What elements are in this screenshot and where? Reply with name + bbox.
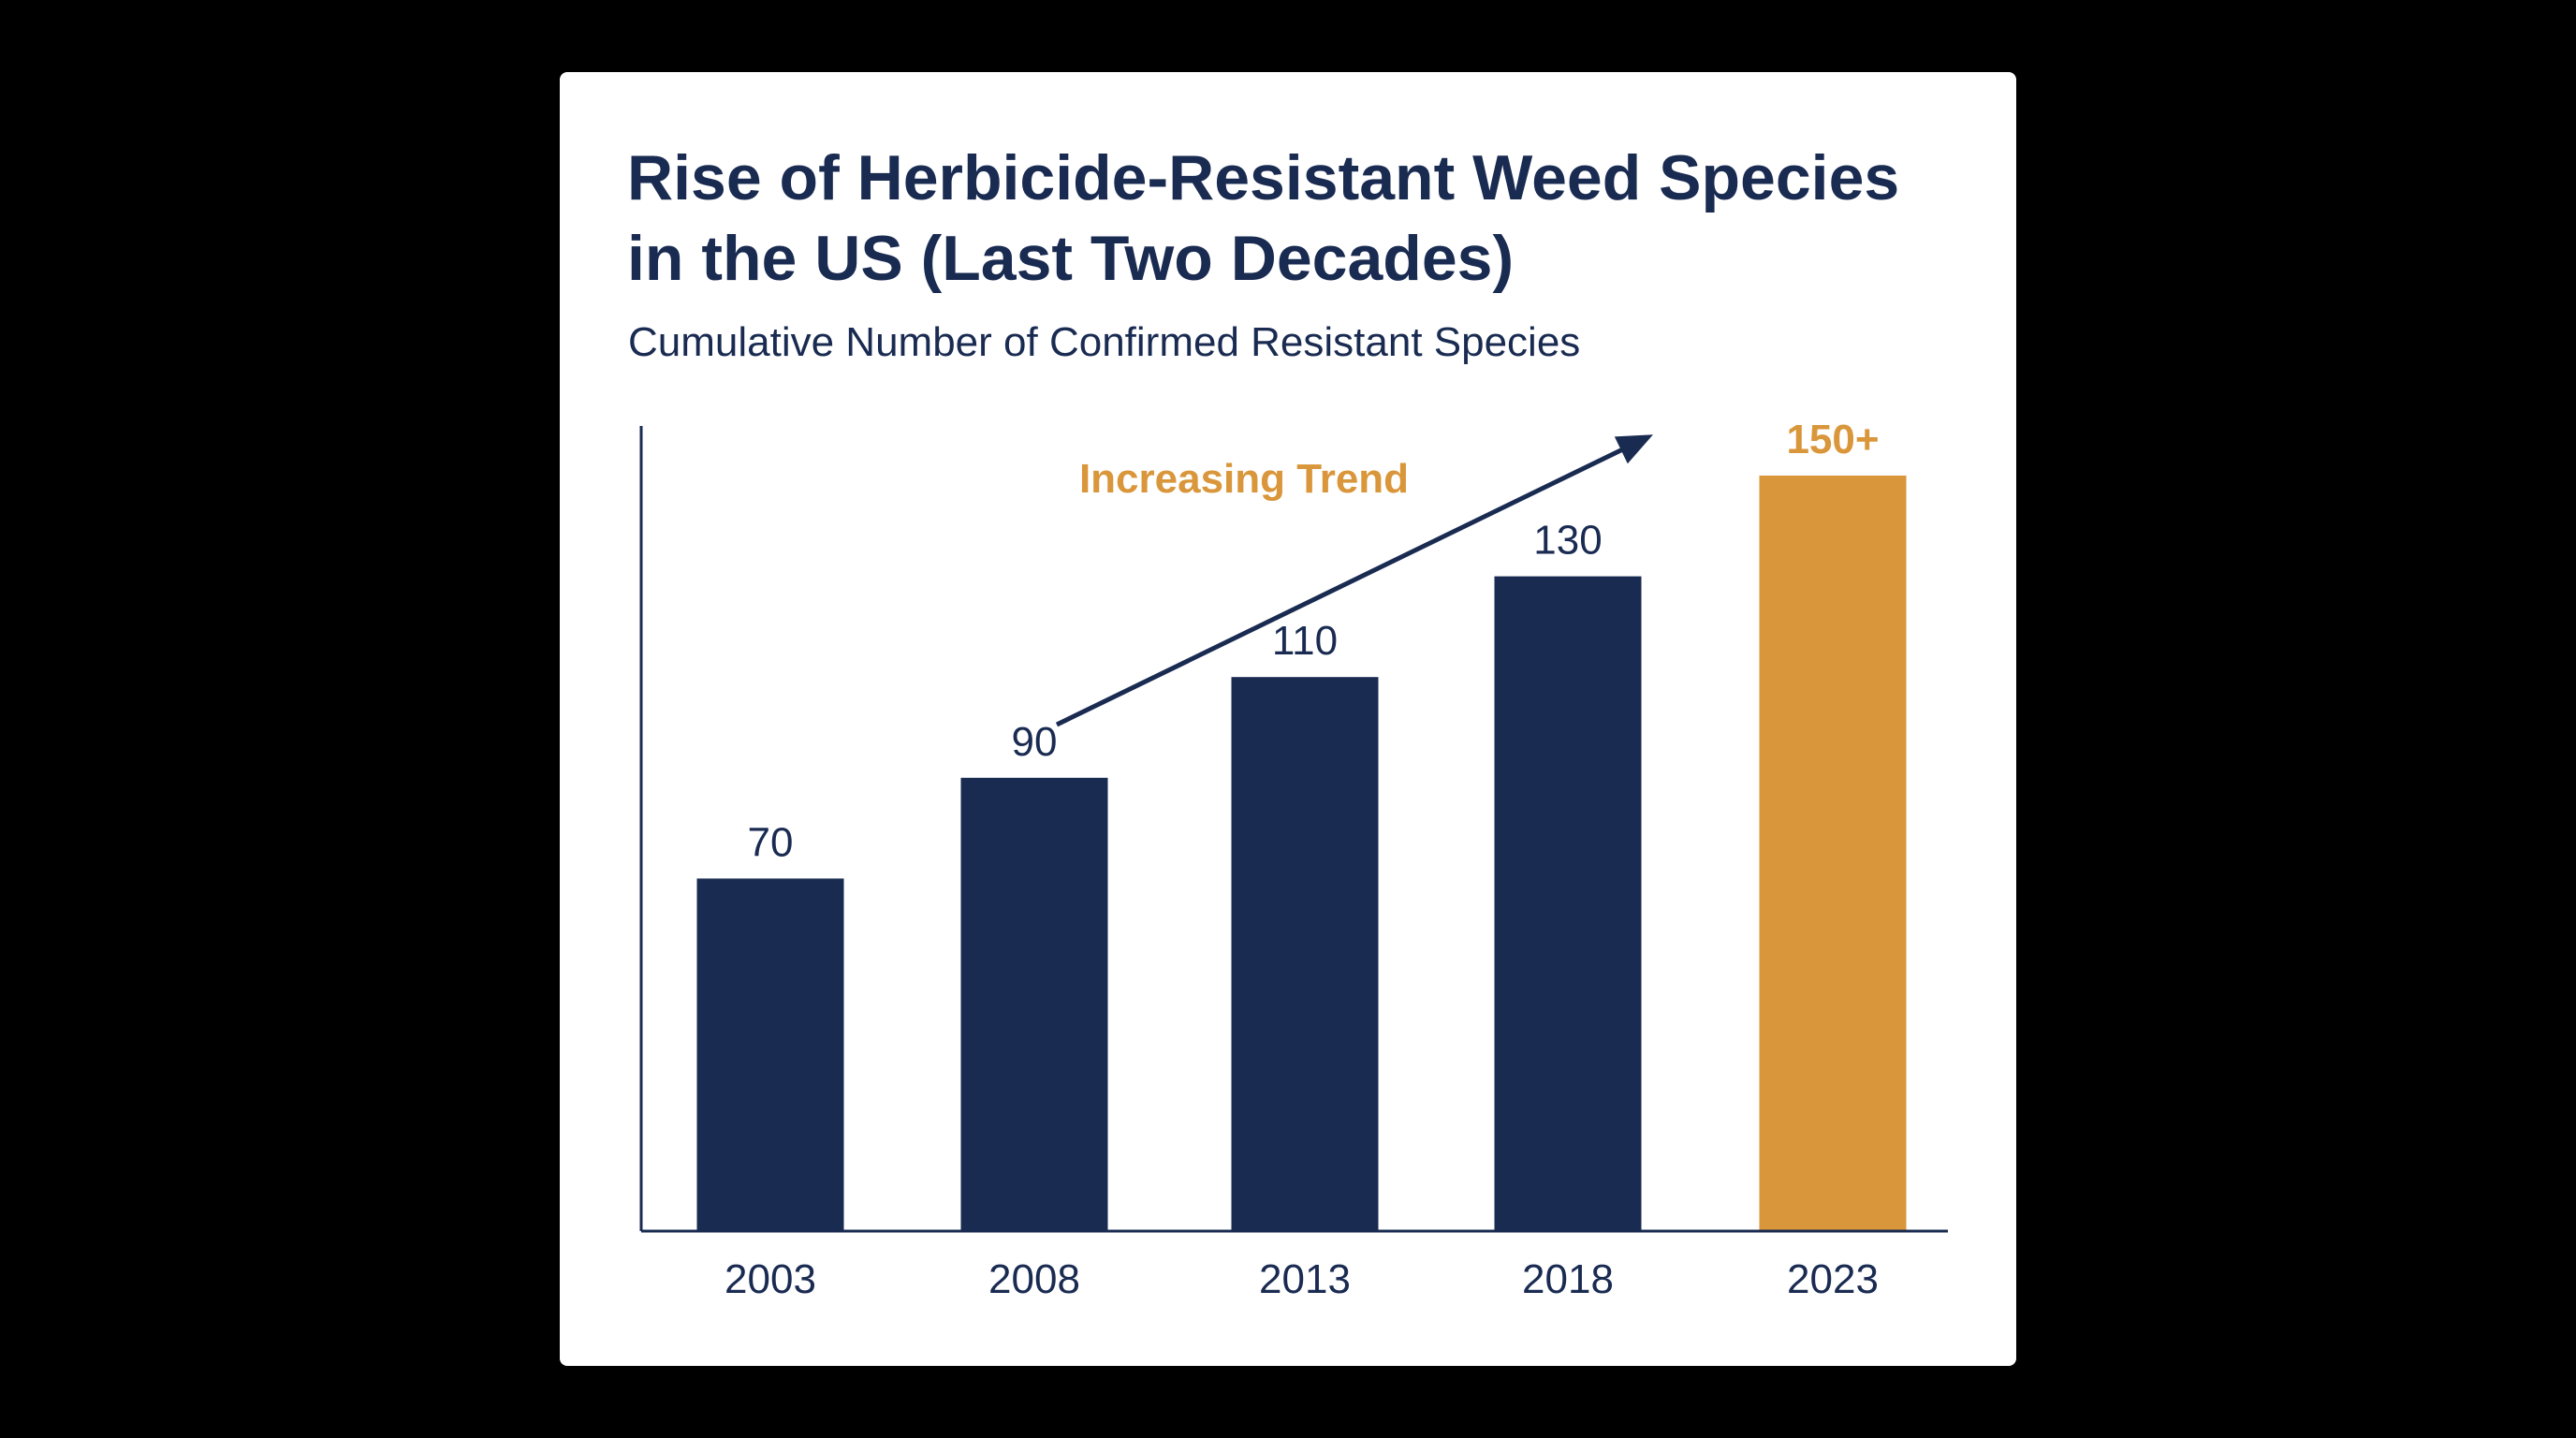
axes-layer	[639, 426, 1948, 1233]
x-tick-label-2013: 2013	[1259, 1256, 1351, 1302]
labels-layer: 70 2003 90 2008 110 2013 130 2018 150+ 2023	[724, 417, 1880, 1302]
trend-arrow-head	[1614, 434, 1653, 464]
value-label-2023: 150+	[1786, 417, 1879, 462]
trend-arrow-line	[1055, 446, 1626, 727]
bar-chart: 70 2003 90 2008 110 2013 130 2018 150+ 2023 Incre…	[639, 417, 1948, 1302]
chart-title: Rise of Herbicide-Resistant Weed Species…	[627, 142, 1900, 294]
value-label-2008: 90	[1012, 719, 1058, 765]
trend-label: Increasing Trend	[1079, 456, 1409, 502]
value-label-2018: 130	[1533, 518, 1602, 564]
x-tick-label-2008: 2008	[988, 1256, 1080, 1302]
chart-subtitle: Cumulative Number of Confirmed Resistant…	[628, 319, 1581, 365]
value-label-2003: 70	[748, 819, 794, 865]
bar-2013	[1231, 677, 1379, 1231]
x-tick-label-2018: 2018	[1522, 1256, 1614, 1302]
bar-2018	[1494, 576, 1642, 1231]
x-tick-label-2023: 2023	[1787, 1256, 1879, 1302]
bar-2023	[1759, 476, 1907, 1231]
bar-2003	[696, 878, 844, 1231]
bars-layer	[696, 476, 1907, 1231]
value-label-2013: 110	[1272, 618, 1338, 664]
x-tick-label-2003: 2003	[724, 1256, 816, 1302]
trend-annotation: Increasing Trend	[1055, 434, 1653, 727]
chart-card: Rise of Herbicide-Resistant Weed Species…	[560, 72, 2016, 1366]
bar-2008	[960, 777, 1108, 1231]
